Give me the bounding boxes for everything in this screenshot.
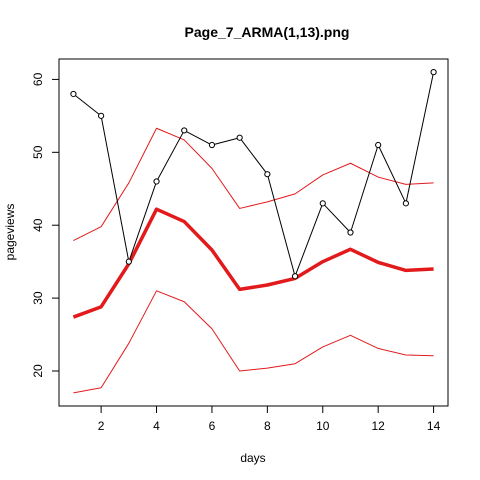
series-layer [70, 69, 437, 394]
x-tick-label: 4 [153, 419, 160, 433]
observed-point [153, 178, 160, 185]
series-line-lower-bound [73, 290, 434, 394]
series-line-upper-bound [73, 127, 434, 241]
y-axis-label: pageviews [3, 204, 17, 261]
observed-point [402, 200, 409, 207]
observed-point [125, 258, 132, 265]
observed-point [430, 69, 437, 76]
x-axis-label: days [240, 451, 265, 465]
y-tick-label: 40 [31, 218, 45, 232]
observed-point [70, 90, 77, 98]
observed-point [236, 134, 243, 141]
observed-point [375, 141, 382, 149]
observed-point [98, 112, 105, 119]
series-line-forecast [72, 207, 434, 319]
x-tick-label: 8 [264, 419, 271, 433]
observed-point [181, 127, 188, 134]
y-tick-label: 20 [31, 364, 45, 378]
observed-point [347, 229, 354, 236]
y-tick-label: 30 [31, 291, 45, 305]
observed-point [208, 141, 216, 149]
x-tick-label: 10 [316, 419, 330, 433]
observed-point [319, 200, 326, 207]
y-tick-label: 50 [31, 145, 45, 159]
x-tick-label: 6 [209, 419, 216, 433]
x-axis: 2 4 6 8 10 12 14 [98, 406, 441, 433]
plot-frame [58, 58, 449, 407]
observed-point [264, 171, 271, 178]
x-tick-label: 12 [371, 419, 385, 433]
y-axis: 20 30 40 50 60 [31, 72, 59, 378]
x-tick-label: 2 [98, 419, 105, 433]
x-tick-label: 14 [427, 419, 441, 433]
chart-title: Page_7_ARMA(1,13).png [185, 24, 350, 40]
y-tick-label: 60 [31, 72, 45, 86]
observed-point [291, 273, 299, 280]
series-line-observed [73, 72, 435, 277]
